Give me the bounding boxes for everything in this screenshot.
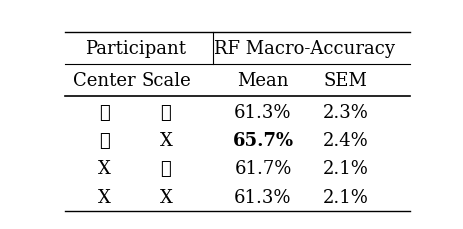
Text: 61.3%: 61.3%: [234, 188, 291, 206]
Text: Participant: Participant: [85, 40, 185, 58]
Text: ✓: ✓: [160, 103, 171, 121]
Text: ✓: ✓: [99, 103, 110, 121]
Text: SEM: SEM: [323, 71, 367, 89]
Text: Center: Center: [73, 71, 136, 89]
Text: Mean: Mean: [237, 71, 288, 89]
Text: ✓: ✓: [99, 131, 110, 149]
Text: 65.7%: 65.7%: [232, 131, 293, 149]
Text: X: X: [98, 188, 111, 206]
Text: X: X: [159, 188, 172, 206]
Text: 61.7%: 61.7%: [234, 160, 291, 177]
Text: 2.4%: 2.4%: [322, 131, 368, 149]
Text: 2.3%: 2.3%: [322, 103, 368, 121]
Text: 61.3%: 61.3%: [234, 103, 291, 121]
Text: RF Macro-Accuracy: RF Macro-Accuracy: [213, 40, 394, 58]
Text: ✓: ✓: [160, 160, 171, 177]
Text: 2.1%: 2.1%: [322, 160, 368, 177]
Text: Scale: Scale: [141, 71, 190, 89]
Text: 2.1%: 2.1%: [322, 188, 368, 206]
Text: X: X: [159, 131, 172, 149]
Text: X: X: [98, 160, 111, 177]
